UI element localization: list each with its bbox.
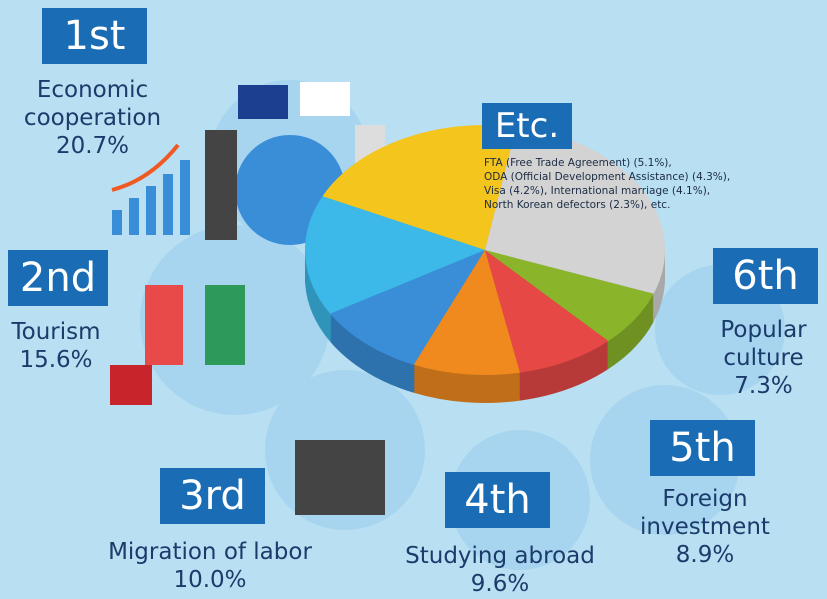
flag [300, 82, 350, 116]
flag [238, 85, 288, 119]
value-label: 8.9% [620, 541, 790, 569]
value-label: 15.6% [0, 346, 112, 374]
category-label: Studying abroad [380, 542, 620, 570]
detail-line: ODA (Official Development Assistance) (4… [484, 170, 730, 184]
value-label: 20.7% [10, 132, 175, 160]
rank-label: 3rd [160, 468, 265, 524]
value-label: 10.0% [80, 566, 340, 594]
category-label: Foreign investment [620, 485, 790, 541]
person [205, 285, 245, 365]
page: {"chart_data": {"type": "pie", "categori… [0, 0, 827, 599]
person [295, 440, 385, 515]
detail-line: North Korean defectors (2.3%), etc. [484, 198, 730, 212]
etc-label: Etc. [482, 103, 572, 149]
value-label: 9.6% [380, 570, 620, 598]
detail-line: FTA (Free Trade Agreement) (5.1%), [484, 156, 730, 170]
rank-label: 5th [650, 420, 755, 476]
rank-label: 4th [445, 472, 550, 528]
category-label: Economic cooperation [10, 76, 175, 132]
value-label: 7.3% [700, 372, 827, 400]
suitcase [110, 365, 152, 405]
category-label: Tourism [0, 318, 112, 346]
person [145, 285, 183, 365]
detail-line: Visa (4.2%), International marriage (4.1… [484, 184, 730, 198]
rank-label: 2nd [8, 250, 108, 306]
rank-label: 1st [42, 8, 147, 64]
category-label: Popular culture [700, 316, 827, 372]
category-label: Migration of labor [80, 538, 340, 566]
rank-label: 6th [713, 248, 818, 304]
etc-details: FTA (Free Trade Agreement) (5.1%),ODA (O… [484, 156, 730, 212]
person [205, 130, 237, 240]
